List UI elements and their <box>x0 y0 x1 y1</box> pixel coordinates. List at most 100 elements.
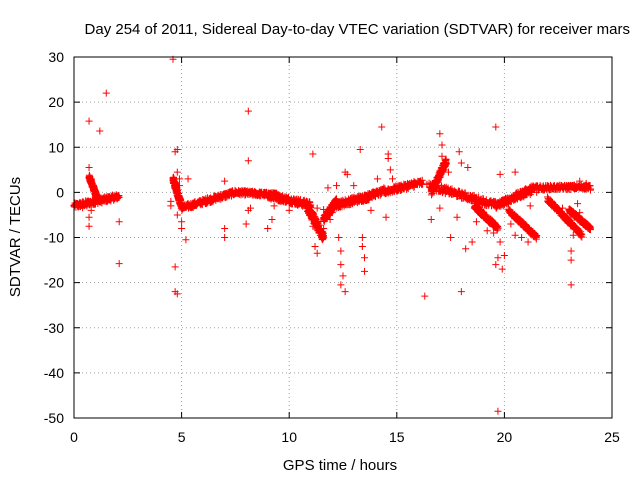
data-point <box>464 164 472 172</box>
data-point <box>333 182 341 190</box>
data-point <box>436 204 444 212</box>
data-point <box>513 195 521 203</box>
data-point <box>98 199 106 207</box>
data-point <box>270 202 278 210</box>
data-point <box>311 243 319 251</box>
data-point <box>175 182 183 190</box>
data-point <box>511 168 519 176</box>
data-point <box>335 234 343 241</box>
data-point <box>173 211 181 219</box>
data-point <box>487 200 495 208</box>
data-point <box>184 202 192 210</box>
data-point <box>268 215 276 223</box>
data-point <box>339 272 347 280</box>
data-point <box>462 194 470 202</box>
data-point <box>498 265 506 273</box>
data-point <box>468 238 476 246</box>
data-point <box>115 218 123 226</box>
y-axis-label: SDTVAR / TECUs <box>7 177 24 297</box>
data-point <box>85 213 93 221</box>
y-tick-label: 20 <box>48 94 64 110</box>
data-point <box>255 189 263 197</box>
x-tick-label: 10 <box>281 429 297 445</box>
data-point <box>216 191 224 199</box>
data-point <box>567 256 575 264</box>
y-tick-label: -10 <box>44 230 64 246</box>
data-point <box>285 206 293 214</box>
data-point <box>244 107 252 115</box>
data-point <box>313 249 321 257</box>
data-point <box>326 215 334 223</box>
data-point <box>500 252 508 260</box>
data-point <box>567 247 575 255</box>
data-point <box>328 209 336 217</box>
data-point <box>294 197 302 205</box>
data-point <box>429 183 437 191</box>
data-point <box>444 168 452 176</box>
data-point <box>462 245 470 253</box>
y-tick-label: 0 <box>56 184 64 200</box>
data-point <box>85 117 93 125</box>
data-point <box>580 218 588 226</box>
data-point <box>175 175 183 183</box>
data-point <box>518 234 526 241</box>
data-point <box>242 188 250 196</box>
y-tick-label: 10 <box>48 139 64 155</box>
data-point <box>440 166 448 174</box>
data-point <box>76 200 84 208</box>
data-point <box>475 197 483 205</box>
data-point <box>378 123 386 131</box>
data-point <box>578 233 586 241</box>
data-point <box>352 195 360 203</box>
data-point <box>455 148 463 156</box>
data-point <box>507 197 515 205</box>
data-point <box>468 196 476 204</box>
data-point <box>173 146 181 154</box>
data-points <box>70 55 594 415</box>
data-point <box>87 206 95 214</box>
data-point <box>246 204 254 212</box>
data-point <box>115 260 123 268</box>
data-point <box>410 178 418 186</box>
data-point <box>320 206 328 214</box>
data-point <box>309 150 317 158</box>
data-point <box>574 200 582 208</box>
data-point <box>223 190 231 198</box>
grid-lines <box>74 57 612 418</box>
data-point <box>373 175 381 183</box>
data-point <box>479 209 487 217</box>
data-point <box>268 191 276 199</box>
data-point <box>526 202 534 210</box>
data-point <box>341 168 349 176</box>
data-point <box>416 178 424 186</box>
data-point <box>307 201 315 209</box>
data-point <box>404 179 412 187</box>
data-point <box>453 213 461 221</box>
data-point <box>184 175 192 183</box>
data-point <box>361 267 369 275</box>
data-point <box>457 288 465 296</box>
x-tick-label: 5 <box>178 429 186 445</box>
data-point <box>87 175 95 183</box>
data-point <box>552 184 560 192</box>
data-point <box>494 407 502 415</box>
y-tick-label: -20 <box>44 275 64 291</box>
data-point <box>565 215 573 223</box>
data-point <box>313 204 321 212</box>
data-point <box>236 188 244 196</box>
data-point <box>434 181 442 189</box>
data-point <box>546 185 554 193</box>
data-point <box>182 236 190 244</box>
x-axis-label: GPS time / hours <box>283 457 397 474</box>
data-point <box>397 181 405 189</box>
data-point <box>384 150 392 158</box>
data-point <box>391 183 399 191</box>
data-point <box>221 234 229 241</box>
data-point <box>102 89 110 97</box>
data-point <box>337 281 345 289</box>
data-point <box>317 234 325 241</box>
chart-title: Day 254 of 2011, Sidereal Day-to-day VTE… <box>85 21 630 38</box>
data-point <box>569 231 577 239</box>
data-point <box>436 185 444 193</box>
data-point <box>494 202 502 210</box>
